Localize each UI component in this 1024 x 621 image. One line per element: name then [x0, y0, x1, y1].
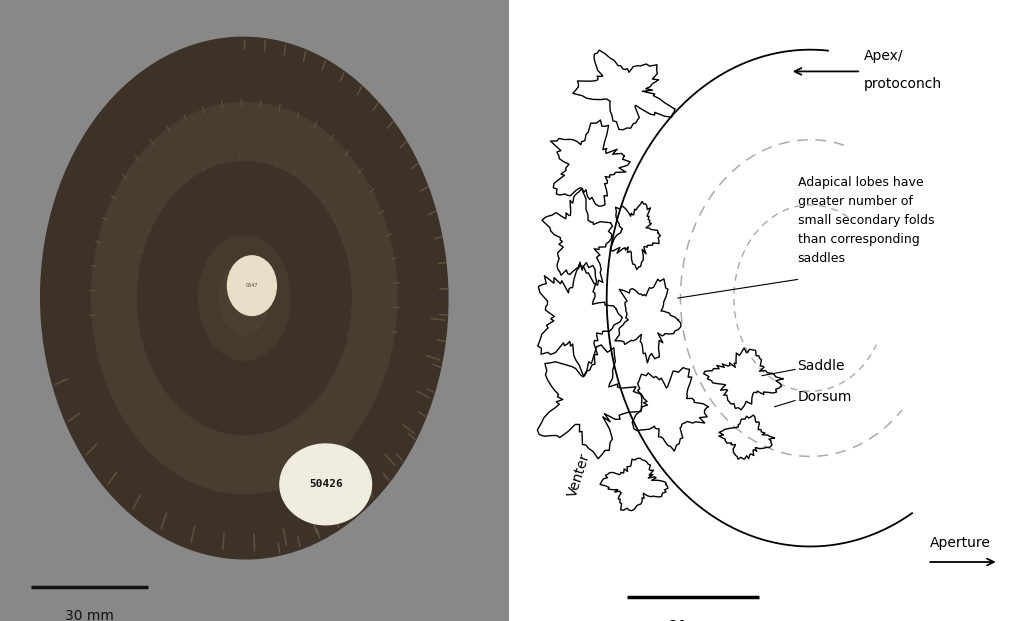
Text: Dorsum: Dorsum: [798, 391, 852, 404]
Ellipse shape: [173, 205, 315, 391]
Text: Adapical lobes have
greater number of
small secondary folds
than corresponding
s: Adapical lobes have greater number of sm…: [798, 176, 934, 265]
Ellipse shape: [196, 236, 293, 360]
Ellipse shape: [132, 155, 356, 441]
Ellipse shape: [41, 37, 447, 559]
Text: 50426: 50426: [309, 479, 343, 489]
Text: 0547: 0547: [246, 283, 258, 288]
Ellipse shape: [91, 102, 397, 494]
Text: 30 mm: 30 mm: [669, 619, 718, 621]
Text: Aperture: Aperture: [930, 537, 991, 550]
Text: Apex/: Apex/: [863, 49, 903, 63]
Circle shape: [227, 256, 276, 315]
Text: protoconch: protoconch: [863, 77, 942, 91]
Ellipse shape: [168, 202, 321, 394]
Ellipse shape: [214, 258, 274, 338]
Ellipse shape: [199, 236, 290, 360]
Ellipse shape: [219, 261, 269, 335]
Text: 30 mm: 30 mm: [65, 609, 114, 621]
Text: Venter: Venter: [565, 451, 592, 499]
Text: Saddle: Saddle: [798, 360, 845, 373]
Ellipse shape: [280, 444, 372, 525]
Ellipse shape: [137, 161, 351, 435]
